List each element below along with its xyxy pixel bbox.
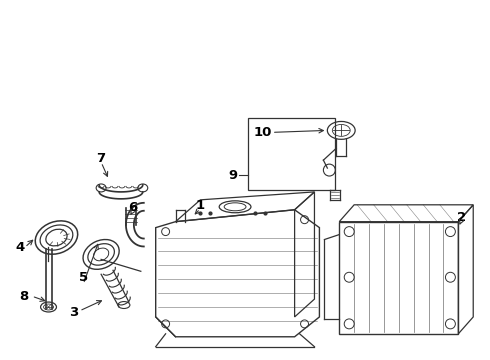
Text: 10: 10 bbox=[254, 126, 272, 139]
Text: 5: 5 bbox=[79, 271, 88, 284]
Text: 8: 8 bbox=[19, 289, 28, 303]
Bar bbox=[248, 118, 335, 190]
Text: 9: 9 bbox=[228, 168, 237, 181]
Text: 7: 7 bbox=[97, 152, 106, 165]
Text: 4: 4 bbox=[15, 241, 24, 254]
Text: 1: 1 bbox=[196, 199, 205, 212]
Text: 6: 6 bbox=[128, 201, 138, 214]
Text: 3: 3 bbox=[69, 306, 78, 319]
Text: 2: 2 bbox=[457, 211, 466, 224]
